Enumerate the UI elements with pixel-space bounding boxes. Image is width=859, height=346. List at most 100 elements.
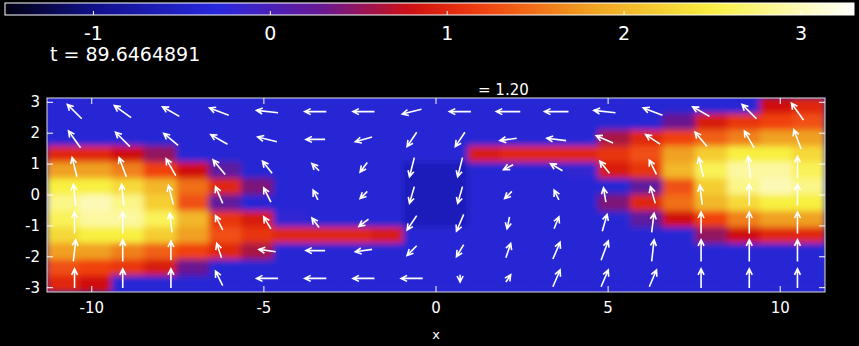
heatmap-cell xyxy=(79,227,112,244)
heatmap-cell xyxy=(47,114,80,131)
heatmap-cell xyxy=(371,146,404,163)
velocity-arrow xyxy=(264,188,271,202)
heatmap-cell xyxy=(565,98,598,115)
plot-background xyxy=(47,98,825,292)
velocity-arrow xyxy=(312,164,319,171)
heatmap-cell xyxy=(468,259,501,276)
heatmap-cell xyxy=(403,98,436,115)
time-annotation: t = 89.6464891 xyxy=(50,43,200,65)
heatmap-cell xyxy=(760,275,793,292)
heatmap-cell xyxy=(468,227,501,244)
velocity-arrow xyxy=(355,137,372,143)
velocity-arrow xyxy=(306,136,325,142)
y-tick xyxy=(47,164,53,165)
heatmap-cell xyxy=(533,162,566,179)
heatmap-cell xyxy=(47,130,80,147)
heatmap-cell xyxy=(760,178,793,195)
heatmap-cell xyxy=(241,259,274,276)
heatmap-cell xyxy=(695,130,728,147)
heatmap-cell xyxy=(144,114,177,131)
heatmap-cell xyxy=(436,211,469,228)
velocity-arrow xyxy=(693,107,710,117)
velocity-arrow xyxy=(120,212,126,234)
velocity-arrow xyxy=(505,275,511,282)
velocity-arrow xyxy=(746,240,752,262)
heatmap-cell xyxy=(371,275,404,292)
heatmap-cell xyxy=(533,275,566,292)
velocity-arrow xyxy=(72,269,78,288)
velocity-arrow xyxy=(698,240,704,262)
heatmap-cell xyxy=(727,114,760,131)
velocity-arrow xyxy=(794,240,800,262)
velocity-arrow xyxy=(456,187,462,204)
heatmap-cell xyxy=(176,146,209,163)
heatmap-cell xyxy=(630,178,663,195)
heatmap-cell xyxy=(662,130,695,147)
plot-area xyxy=(47,98,825,292)
heatmap-cell xyxy=(727,178,760,195)
heatmap-cell xyxy=(111,259,144,276)
velocity-arrow xyxy=(698,212,704,234)
heatmap-cell xyxy=(533,146,566,163)
heatmap-cell xyxy=(500,130,533,147)
heatmap-cell xyxy=(565,130,598,147)
background xyxy=(0,0,859,346)
velocity-arrow xyxy=(794,184,800,206)
velocity-arrow xyxy=(408,158,414,177)
velocity-arrow xyxy=(168,241,174,260)
velocity-arrow xyxy=(695,132,707,146)
heatmap-cell xyxy=(760,195,793,212)
y-tick-label: 2 xyxy=(30,124,40,142)
heatmap-cell xyxy=(695,98,728,115)
x-axis-label: x xyxy=(432,327,440,342)
heatmap-cell xyxy=(306,243,339,260)
heatmap-cell xyxy=(273,259,306,276)
y-tick xyxy=(47,195,53,196)
heatmap-cell xyxy=(630,275,663,292)
heatmap-cell xyxy=(306,162,339,179)
velocity-arrow xyxy=(118,158,126,177)
heatmap-cell xyxy=(241,114,274,131)
heatmap-cell xyxy=(176,162,209,179)
heatmap-cell xyxy=(662,146,695,163)
heatmap-cell xyxy=(695,114,728,131)
x-tick xyxy=(608,286,609,292)
color-tick-label: -1 xyxy=(84,22,103,44)
heatmap-cell xyxy=(241,195,274,212)
velocity-arrow xyxy=(746,156,752,178)
heatmap-cell xyxy=(403,130,436,147)
heatmap-cell xyxy=(111,227,144,244)
heatmap-cell xyxy=(727,275,760,292)
heatmap-cell xyxy=(371,259,404,276)
heatmap-cell xyxy=(273,114,306,131)
heatmap-cell xyxy=(241,178,274,195)
heatmap-cell xyxy=(468,130,501,147)
heatmap-cell xyxy=(533,130,566,147)
heatmap-cell xyxy=(598,114,631,131)
velocity-arrow xyxy=(601,241,609,260)
heatmap-cell xyxy=(500,162,533,179)
heatmap-cell xyxy=(727,211,760,228)
velocity-arrow xyxy=(505,191,512,198)
y-tick-label: -3 xyxy=(25,279,40,297)
heatmap-cell xyxy=(565,243,598,260)
heatmap-cell xyxy=(241,227,274,244)
heatmap-cell xyxy=(792,114,825,131)
heatmap-cell xyxy=(79,130,112,147)
velocity-arrow xyxy=(67,104,81,118)
heatmap-cell xyxy=(565,162,598,179)
heatmap-cell xyxy=(111,162,144,179)
heatmap-cell xyxy=(468,178,501,195)
heatmap-cell xyxy=(371,178,404,195)
heatmap-cell xyxy=(403,146,436,163)
heatmap-cell xyxy=(273,195,306,212)
heatmap-cell xyxy=(565,259,598,276)
x-tick xyxy=(780,98,781,104)
heatmap-cell xyxy=(273,130,306,147)
heatmap-cell xyxy=(371,243,404,260)
heatmap-cell xyxy=(565,275,598,292)
velocity-arrow xyxy=(456,214,464,231)
heatmap-cell xyxy=(662,178,695,195)
heatmap-cell xyxy=(662,275,695,292)
heatmap-cell xyxy=(111,130,144,147)
